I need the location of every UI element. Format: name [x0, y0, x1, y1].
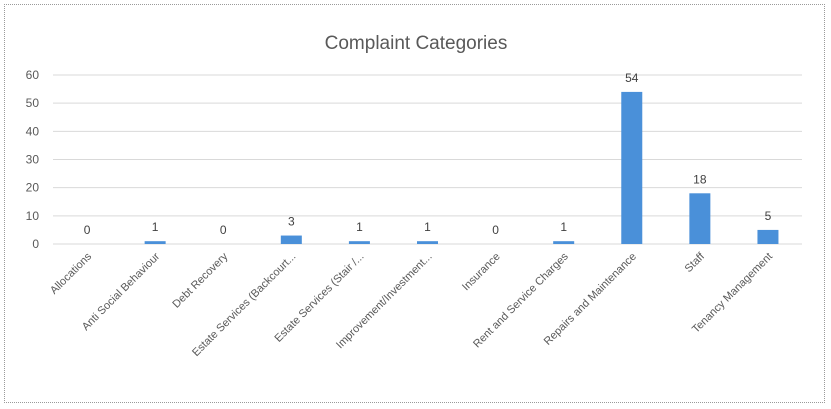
bar [757, 229, 779, 244]
y-tick-label: 50 [26, 96, 40, 110]
x-tick-label: Debt Recovery [170, 250, 230, 310]
data-label: 0 [84, 223, 91, 237]
y-tick-label: 40 [26, 124, 40, 138]
data-label: 1 [560, 220, 567, 234]
data-label: 1 [356, 220, 363, 234]
bars [144, 91, 779, 245]
data-labels: 0 1 0 3 1 1 0 1 54 18 5 [84, 71, 772, 237]
bar [144, 241, 166, 244]
x-tick-label: Tenancy Management [690, 251, 775, 336]
x-tick-label: Anti Social Behaviour [80, 250, 163, 333]
bar [280, 235, 302, 244]
data-label: 5 [765, 209, 772, 223]
x-tick-label: Insurance [460, 251, 503, 294]
data-label: 0 [220, 223, 227, 237]
bar [417, 241, 438, 244]
y-tick-label: 10 [26, 209, 40, 223]
data-label: 18 [693, 172, 707, 186]
bar [689, 193, 711, 244]
gridlines [53, 74, 802, 245]
data-label: 0 [492, 223, 499, 237]
y-axis-ticks: 0 10 20 30 40 50 60 [26, 68, 40, 251]
bar [348, 241, 370, 244]
data-label: 54 [625, 71, 639, 85]
x-tick-label: Staff [683, 250, 708, 275]
y-tick-label: 60 [26, 68, 40, 82]
data-label: 1 [424, 220, 431, 234]
y-tick-label: 30 [26, 153, 40, 167]
y-tick-label: 0 [32, 237, 39, 251]
data-label: 3 [288, 215, 295, 229]
bar [621, 91, 643, 245]
chart-title: Complaint Categories [325, 33, 508, 54]
bar [553, 241, 575, 244]
x-tick-label: Allocations [48, 250, 94, 296]
data-label: 1 [152, 220, 159, 234]
y-tick-label: 20 [26, 181, 40, 195]
